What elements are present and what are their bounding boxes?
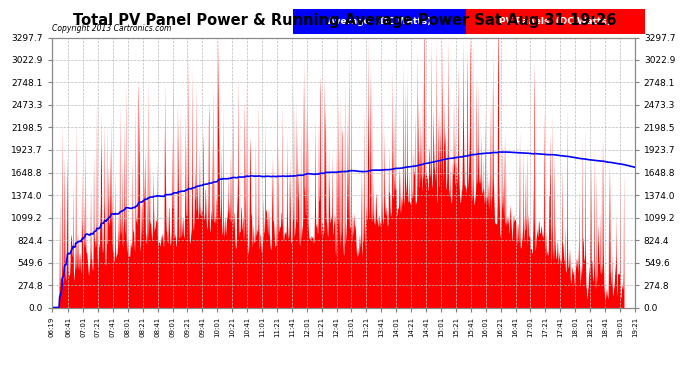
Bar xyxy=(466,9,645,34)
Text: Average  (DC Watts): Average (DC Watts) xyxy=(328,17,431,26)
Bar xyxy=(293,9,466,34)
Text: PV Panels  (DC Watts): PV Panels (DC Watts) xyxy=(500,17,611,26)
Text: Total PV Panel Power & Running Average Power Sat Aug 31 19:26: Total PV Panel Power & Running Average P… xyxy=(73,13,617,28)
Text: Copyright 2013 Cartronics.com: Copyright 2013 Cartronics.com xyxy=(52,24,171,33)
